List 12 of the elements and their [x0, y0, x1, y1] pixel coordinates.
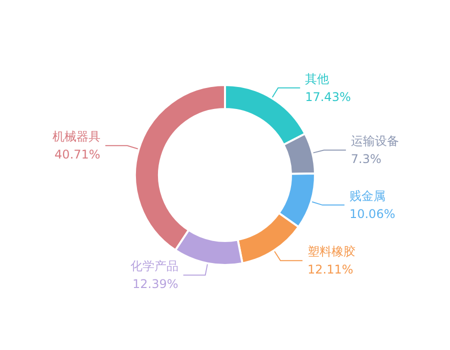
slice-label: 运输设备 — [350, 134, 399, 148]
slice-label: 化学产品 — [130, 259, 178, 274]
data-label: 17.43% — [305, 90, 351, 104]
slice-label: 贱金属 — [349, 189, 386, 204]
data-label: 12.11% — [307, 262, 354, 277]
data-label: 12.39% — [132, 277, 178, 292]
data-label: 40.71% — [54, 148, 100, 162]
slice-label: 塑料橡胶 — [307, 244, 356, 259]
slice-label: 其他 — [305, 72, 330, 86]
data-label: 10.06% — [349, 207, 396, 222]
slice-label: 机械器具 — [52, 130, 100, 144]
data-label: 7.3% — [350, 152, 382, 166]
